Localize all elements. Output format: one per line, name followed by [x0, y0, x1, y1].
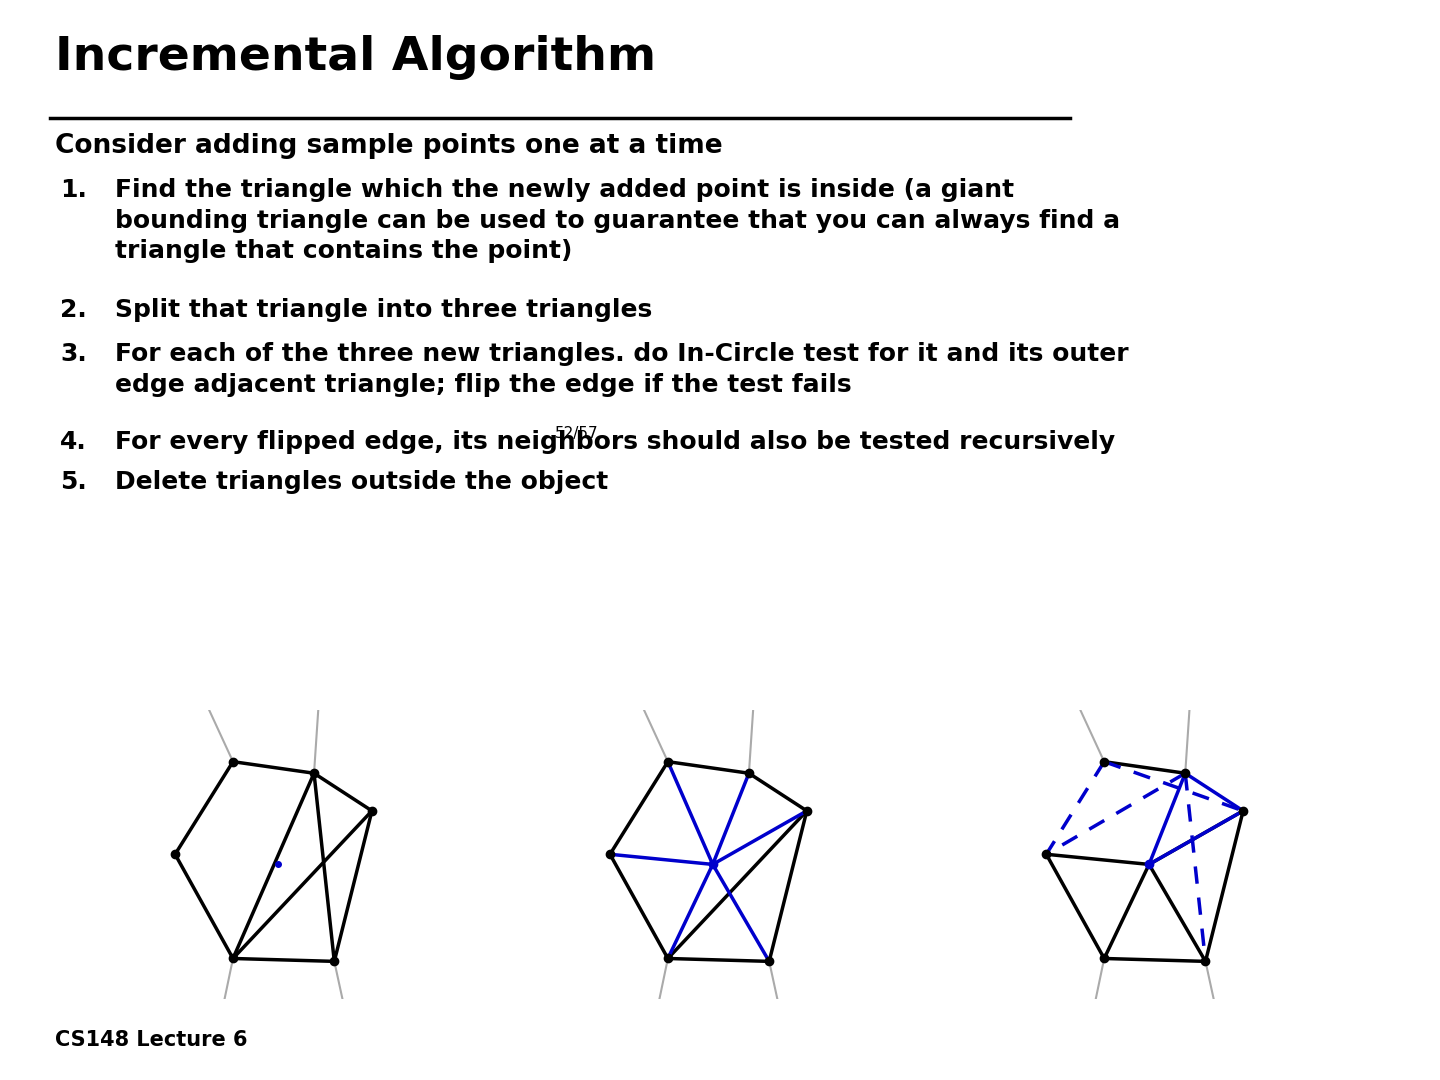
- Text: CS148 Lecture 6: CS148 Lecture 6: [55, 1030, 248, 1050]
- Text: Consider adding sample points one at a time: Consider adding sample points one at a t…: [55, 133, 723, 159]
- Text: 2.: 2.: [60, 298, 86, 322]
- Text: For each of the three new triangles. do In-Circle test for it and its outer
edge: For each of the three new triangles. do …: [115, 342, 1129, 396]
- Text: Incremental Algorithm: Incremental Algorithm: [55, 35, 657, 80]
- Text: 52/57: 52/57: [554, 426, 599, 441]
- Text: Split that triangle into three triangles: Split that triangle into three triangles: [115, 298, 652, 322]
- Text: 3.: 3.: [60, 342, 86, 366]
- Text: For every flipped edge, its neighbors should also be tested recursively: For every flipped edge, its neighbors sh…: [115, 430, 1115, 454]
- Text: 5.: 5.: [60, 470, 86, 494]
- Text: 4.: 4.: [60, 430, 86, 454]
- Text: Delete triangles outside the object: Delete triangles outside the object: [115, 470, 608, 494]
- Text: Find the triangle which the newly added point is inside (a giant
bounding triang: Find the triangle which the newly added …: [115, 178, 1120, 264]
- Text: 1.: 1.: [60, 178, 86, 202]
